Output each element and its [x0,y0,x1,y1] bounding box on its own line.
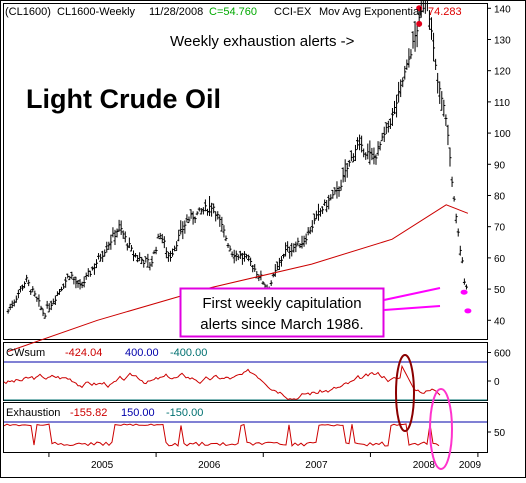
header-ma-value: 74.283 [428,6,462,18]
price-tick-label: 60 [494,254,506,265]
header-symbol: (CL1600) [5,6,51,18]
header-series: CL1600-Weekly [57,6,136,18]
exhaustion-axis: 50 [487,428,506,439]
year-label: 2005 [91,460,114,471]
price-tick-label: 140 [494,4,511,15]
cwsum-axis: 600 0 [487,349,511,388]
capitulation-line1: First weekly capitulation [202,295,361,312]
header-ma-label: Mov Avg Exponential [319,6,422,18]
exhaustion-panel-frame [3,402,488,453]
header-indicator: CCI-EX [274,6,312,18]
cwsum-tick-label: 0 [494,377,500,388]
big-title: Light Crude Oil [26,84,221,114]
header-date: 11/28/2008 [149,6,203,18]
exhaustion-label: Exhaustion [6,407,60,419]
price-bars [6,0,468,319]
price-tick-label: 70 [494,223,506,234]
magenta-ellipse [429,388,453,470]
exhaustion-upper-value: 150.00 [121,407,155,419]
price-tick-label: 80 [494,191,506,202]
exhaustion-note: Weekly exhaustion alerts -> [170,33,355,50]
cwsum-upper-value: 400.00 [125,347,159,359]
dark-red-ellipse [395,354,415,432]
year-label: 2006 [198,460,221,471]
capitulation-alert-dot [460,289,468,295]
capitulation-callout [179,287,385,338]
cwsum-lower-value: -400.00 [170,347,207,359]
exhaustion-last: -155.82 [70,407,107,419]
callout-pointer-lower [383,305,441,311]
price-tick-label: 90 [494,160,506,171]
price-tick-label: 130 [494,35,511,46]
moving-average-line [7,204,469,352]
capitulation-line2: alerts since March 1986. [200,316,363,333]
price-tick-label: 120 [494,67,511,78]
price-tick-label: 50 [494,285,506,296]
callout-pointer-upper [383,287,441,301]
price-tick-label: 40 [494,316,506,327]
cwsum-last: -424.04 [65,347,102,359]
year-label: 2008 [413,460,436,471]
exhaustion-alert-dot [416,5,423,12]
cwsum-line [3,364,441,401]
alert-dots [416,5,472,314]
exhaustion-tick-label: 50 [494,428,506,439]
exhaustion-lower-value: -150.00 [166,407,203,419]
year-label: 2007 [305,460,328,471]
price-tick-label: 110 [494,98,510,109]
cwsum-label: CWsum [6,347,45,359]
price-axis: 405060708090100110120130140150 [487,4,511,327]
capitulation-alert-dot [464,308,472,314]
price-tick-label: 100 [494,129,511,140]
exhaustion-alert-dot [416,20,423,27]
year-label: 2009 [459,460,482,471]
price-panel-frame [3,3,488,340]
time-axis: 2005 2006 2007 2008 2009 [48,452,482,471]
cwsum-tick-label: 600 [494,349,511,360]
exhaustion-line [3,423,440,447]
header-close: C=54.760 [209,6,257,18]
